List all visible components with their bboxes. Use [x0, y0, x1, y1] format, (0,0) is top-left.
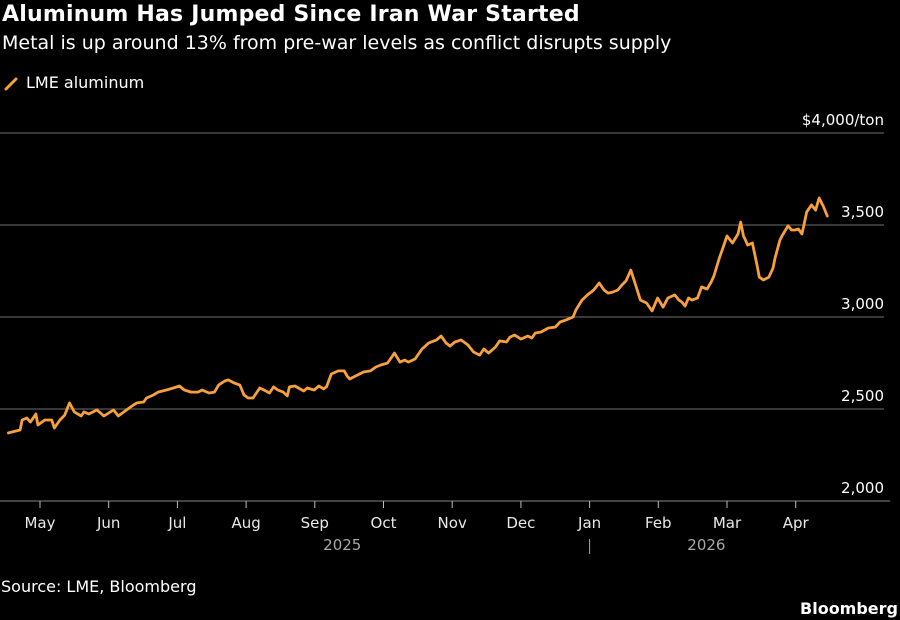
- y-tick-label: 3,000: [841, 295, 884, 313]
- series-line: [6, 196, 829, 435]
- x-tick-label: Jun: [96, 514, 120, 532]
- x-tick-label: Feb: [645, 514, 672, 532]
- x-tick-label: Apr: [783, 514, 810, 532]
- y-axis-labels: 2,000 2,500 3,000 3,500 $4,000/ton: [802, 111, 884, 497]
- legend: LME aluminum: [4, 73, 144, 92]
- x-tick-label: Sep: [301, 514, 329, 532]
- x-axis: May Jun Jul Aug Sep Oct Nov Dec Jan Feb Mar Apr 2025…: [0, 500, 890, 554]
- x-tick-label: Mar: [713, 514, 742, 532]
- x-tick-label: Aug: [231, 514, 260, 532]
- series-lme-aluminum: [6, 196, 829, 435]
- gridlines: [0, 132, 884, 410]
- year-label: 2026: [687, 536, 725, 554]
- x-tick-label: Dec: [506, 514, 535, 532]
- chart-subtitle: Metal is up around 13% from pre-war leve…: [2, 32, 672, 54]
- x-tick-label: Jul: [167, 514, 186, 532]
- y-tick-label: $4,000/ton: [802, 111, 884, 129]
- y-tick-label: 2,000: [841, 479, 884, 497]
- chart-title: Aluminum Has Jumped Since Iran War Start…: [2, 2, 580, 27]
- source-note: Source: LME, Bloomberg: [1, 577, 197, 596]
- bloomberg-logo: Bloomberg: [800, 599, 898, 618]
- x-tick-label: Nov: [438, 514, 467, 532]
- year-label: 2025: [323, 536, 361, 554]
- legend-line-icon: [4, 76, 18, 90]
- x-tick-label: Oct: [371, 514, 397, 532]
- y-tick-label: 3,500: [841, 203, 884, 221]
- y-tick-label: 2,500: [841, 387, 884, 405]
- x-tick-label: May: [24, 514, 55, 532]
- legend-label: LME aluminum: [26, 73, 145, 92]
- x-tick-label: Jan: [577, 514, 601, 532]
